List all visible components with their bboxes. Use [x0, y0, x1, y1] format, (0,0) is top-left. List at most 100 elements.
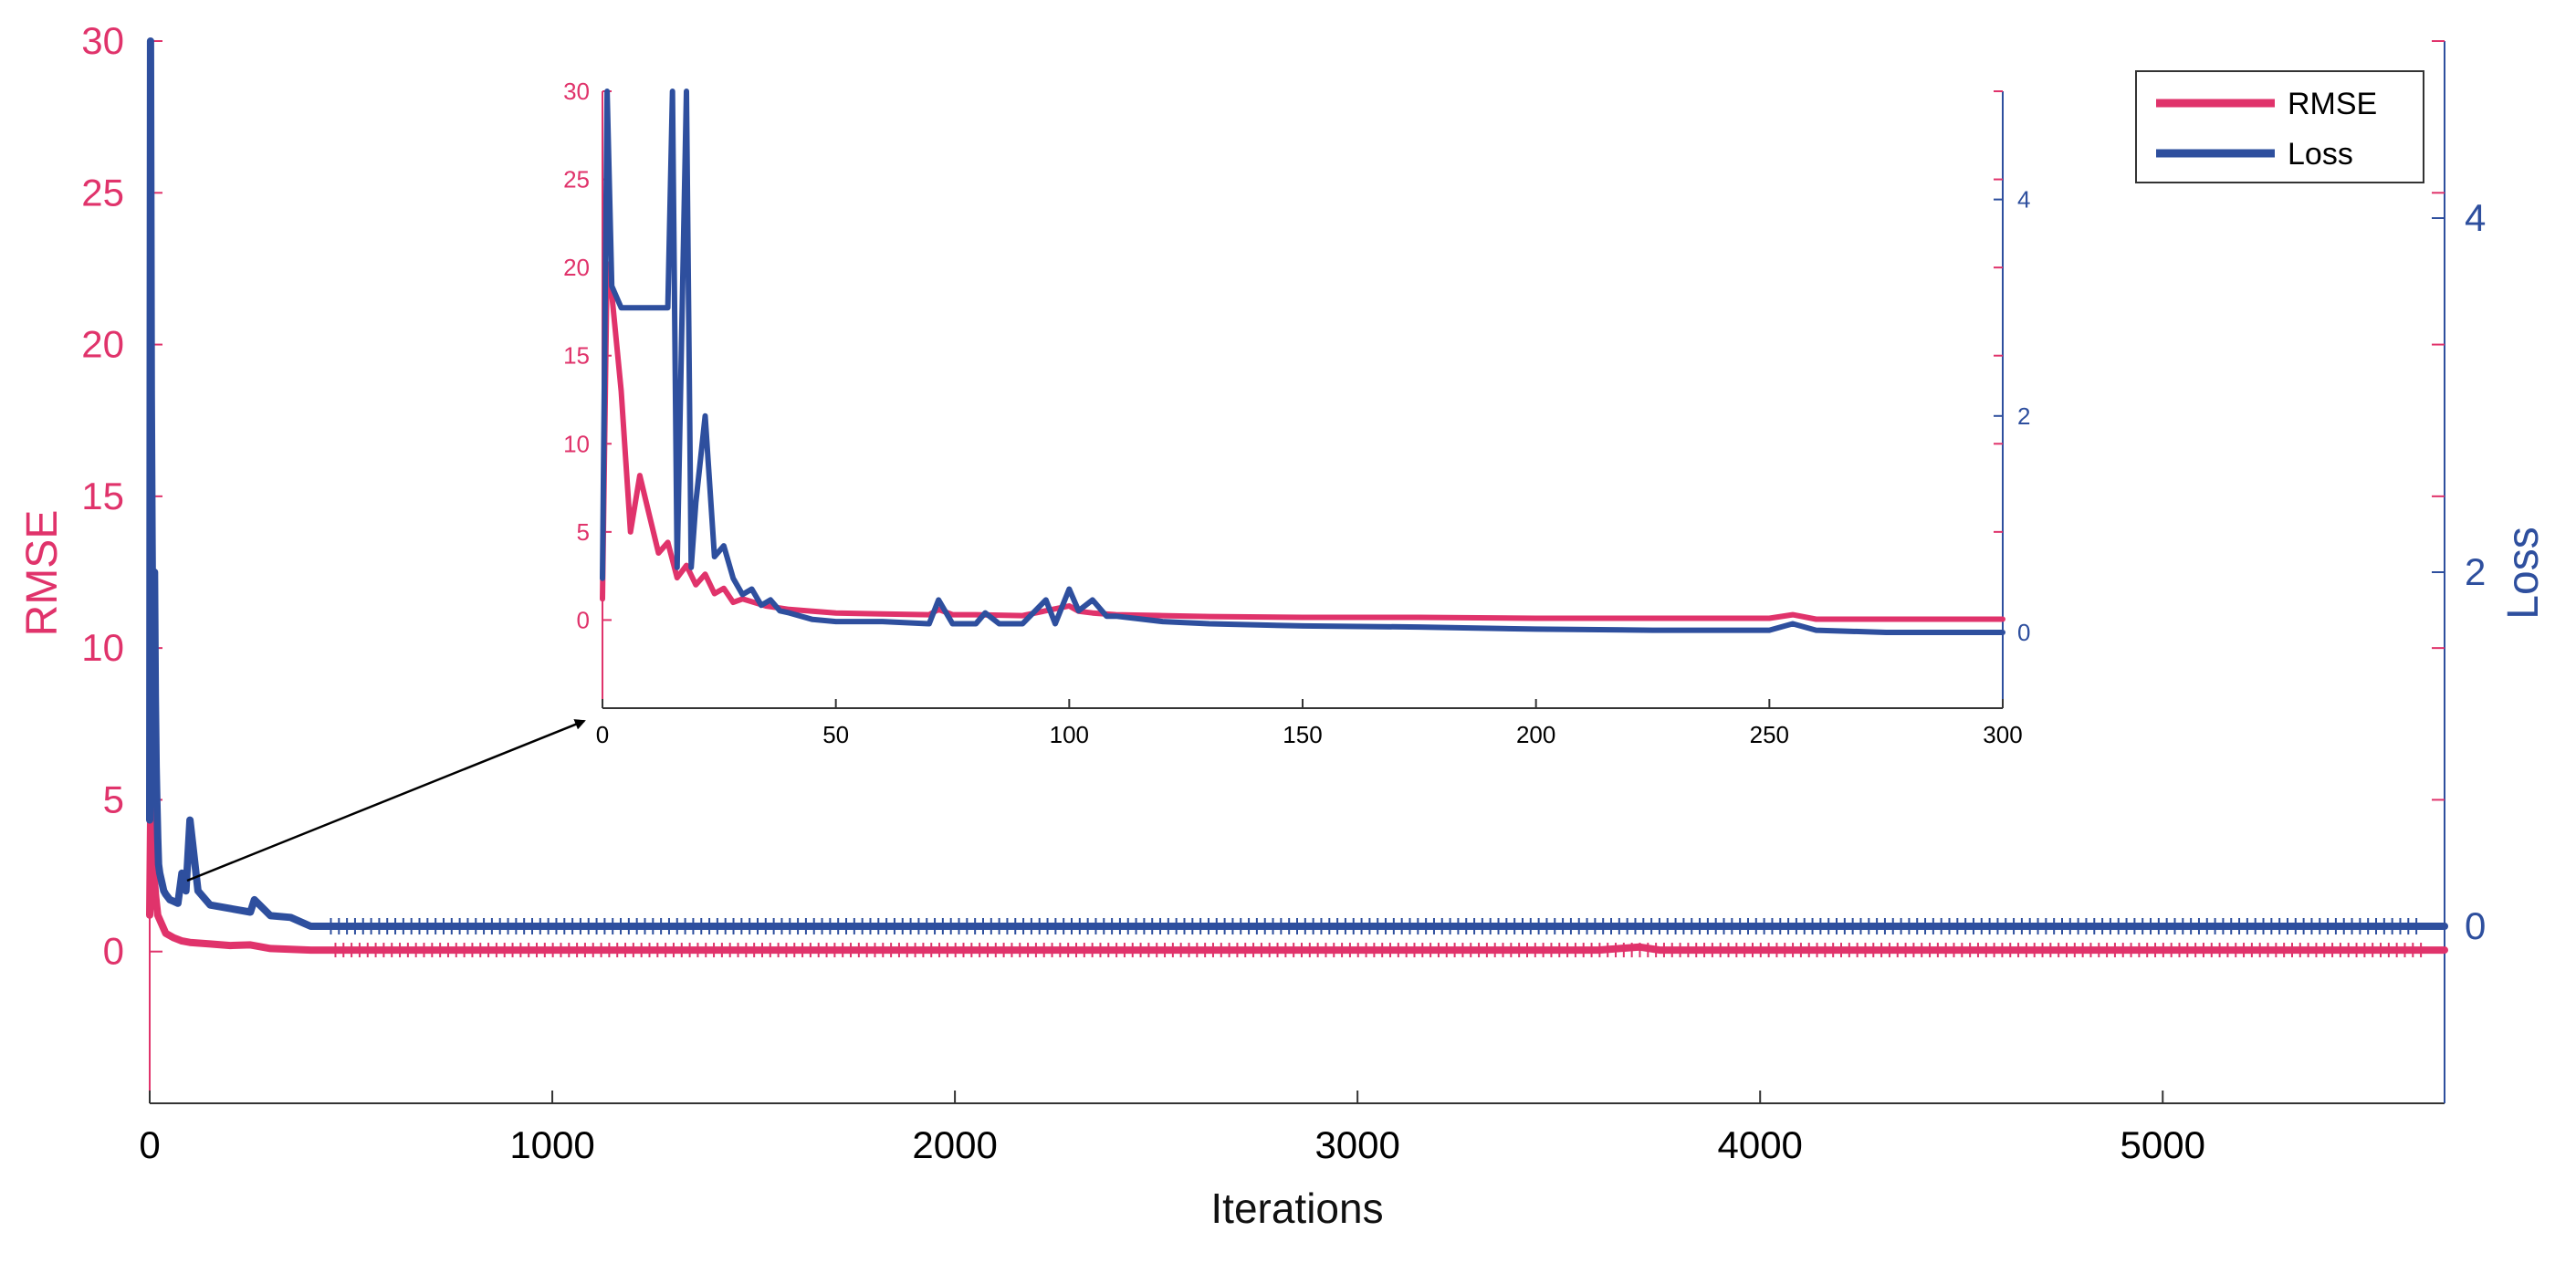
inset-loss-point — [648, 307, 651, 309]
inset-loss-point — [671, 90, 674, 92]
inset-background — [602, 91, 2003, 708]
inset-loss-point — [704, 414, 707, 417]
main-loss-point — [551, 925, 554, 927]
inset-loss-point — [602, 577, 603, 579]
inset-loss-point — [741, 593, 744, 596]
inset-loss-point — [1105, 615, 1108, 618]
legend: RMSE Loss — [2135, 70, 2424, 183]
inset-loss-point — [1161, 621, 1164, 623]
inset-x-tick-label: 100 — [1050, 721, 1089, 748]
inset-loss-point — [834, 621, 837, 623]
inset-loss-point — [812, 618, 814, 621]
main-loss-point — [150, 394, 152, 396]
inset-loss-point — [998, 622, 1000, 625]
inset-rmse-point — [788, 608, 791, 611]
main-loss-point — [253, 898, 256, 901]
main-loss-point — [151, 536, 153, 538]
main-loss-point — [350, 925, 352, 927]
inset-rmse-point — [1768, 617, 1771, 620]
inset-loss-point — [686, 90, 688, 92]
zoom-arrow — [186, 719, 586, 882]
inset-rmse-point — [638, 475, 641, 477]
main-rmse-point — [161, 923, 163, 925]
inset-loss-point — [1068, 588, 1071, 590]
inset-rmse-point — [695, 583, 697, 586]
inset-rmse-point — [741, 598, 744, 600]
main-rmse-tick-label: 20 — [81, 323, 124, 366]
inset-rmse-point — [657, 552, 660, 555]
inset-rmse-point — [1208, 615, 1210, 618]
inset-loss-point — [927, 622, 930, 625]
main-rmse-point — [154, 895, 157, 898]
inset-rmse-tick-label: 15 — [563, 342, 590, 370]
main-rmse-point — [229, 945, 232, 947]
main-loss-point — [164, 893, 167, 896]
inset-rmse-point — [686, 564, 688, 567]
inset-rmse-point — [1021, 614, 1024, 617]
inset-x-tick-label: 0 — [596, 721, 609, 748]
main-loss-point — [155, 766, 158, 768]
inset-loss-point — [1885, 631, 1888, 633]
inset-loss-point — [975, 622, 978, 625]
main-loss-tick-label: 2 — [2465, 550, 2486, 593]
main-rmse-point — [249, 944, 252, 946]
inset-rmse-point — [881, 612, 884, 615]
main-loss-point — [196, 890, 199, 892]
inset-rmse-point — [812, 610, 814, 612]
main-rmse-tick-label: 10 — [81, 626, 124, 669]
inset-loss-point — [951, 622, 954, 625]
main-rmse-point — [189, 941, 192, 944]
inset-rmse-point — [666, 541, 669, 544]
main-loss-tick-label: 0 — [2465, 904, 2486, 947]
main-rmse-point — [209, 943, 212, 945]
inset-loss-point — [937, 599, 940, 601]
inset-x-tick-label: 150 — [1283, 721, 1322, 748]
main-rmse-point — [164, 932, 167, 934]
inset-rmse-tick-label: 30 — [563, 78, 590, 105]
inset-rmse-point — [1161, 614, 1164, 617]
inset-loss-point — [2002, 631, 2004, 633]
inset-rmse-point — [975, 613, 978, 616]
inset-loss-point — [675, 566, 678, 569]
inset-rmse-point — [1302, 616, 1304, 619]
inset-loss-point — [1815, 629, 1817, 632]
main-x-tick-label: 3000 — [1314, 1123, 1399, 1166]
main-rmse-point — [173, 936, 175, 939]
main-loss-point — [153, 571, 156, 573]
inset-rmse-tick-label: 25 — [563, 166, 590, 193]
inset-loss-point — [620, 307, 623, 309]
inset-loss-point — [770, 599, 772, 601]
inset-rmse-tick-label: 20 — [563, 254, 590, 281]
inset-rmse-point — [722, 587, 725, 590]
main-rmse-point — [149, 913, 151, 916]
main-loss-point — [152, 660, 154, 662]
main-loss-point — [184, 890, 187, 892]
main-loss-tick-label: 4 — [2465, 196, 2486, 239]
inset-loss-point — [638, 307, 641, 309]
inset-rmse-point — [629, 530, 632, 533]
main-loss-point — [189, 819, 192, 821]
inset-loss-point — [1791, 622, 1794, 625]
main-loss-point — [159, 872, 162, 874]
main-loss-point — [1759, 925, 1762, 927]
main-loss-point — [161, 881, 163, 883]
main-rmse-point — [156, 913, 159, 916]
main-loss-point — [289, 916, 292, 919]
inset-loss-point — [1091, 599, 1094, 601]
inset-loss-point — [690, 566, 693, 569]
inset-loss-tick-label: 0 — [2017, 619, 2030, 646]
inset-rmse-point — [1068, 604, 1071, 607]
main-loss-point — [173, 900, 175, 903]
inset-rmse-point — [648, 513, 651, 516]
main-rmse-point — [2444, 949, 2445, 952]
inset-loss-tick-label: 4 — [2017, 186, 2030, 214]
main-rmse-point — [1658, 949, 1660, 952]
inset-rmse-point — [951, 613, 954, 616]
loss-axis-label: Loss — [2499, 527, 2548, 619]
inset-loss-point — [1534, 628, 1537, 631]
main-rmse-point — [152, 872, 155, 874]
main-rmse-point — [269, 947, 272, 950]
